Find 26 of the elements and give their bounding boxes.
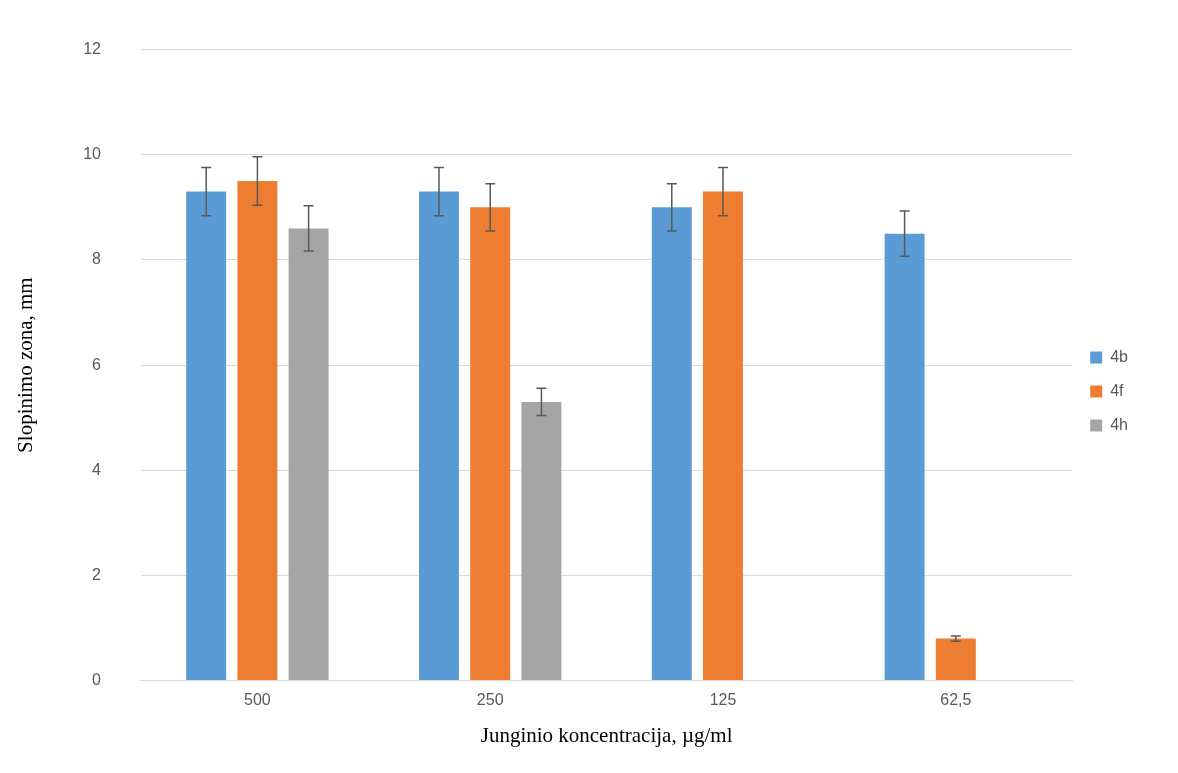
- x-tick-label: 500: [244, 690, 271, 708]
- y-tick-label: 10: [83, 145, 102, 163]
- y-tick-label: 4: [92, 460, 102, 478]
- legend-label: 4h: [1110, 415, 1128, 433]
- bar: [470, 207, 511, 681]
- y-tick-label: 12: [83, 40, 102, 58]
- x-axis-title: Junginio koncentracija, µg/ml: [480, 722, 733, 747]
- legend-label: 4b: [1110, 347, 1129, 365]
- y-tick-label: 8: [92, 250, 102, 268]
- y-tick-label: 6: [92, 355, 102, 373]
- x-tick-label: 62,5: [940, 690, 972, 708]
- legend-label: 4f: [1110, 381, 1125, 399]
- y-axis-title: Slopinimo zona, mm: [13, 277, 38, 453]
- bar: [521, 401, 562, 681]
- bar: [186, 191, 227, 681]
- bar: [935, 638, 976, 681]
- x-tick-label: 250: [476, 690, 504, 708]
- bar: [288, 228, 329, 681]
- bar: [419, 191, 459, 681]
- x-tick-label: 125: [709, 690, 737, 708]
- y-tick-label: 0: [92, 671, 102, 689]
- bar: [237, 181, 278, 681]
- bar: [703, 191, 743, 681]
- y-tick-label: 2: [92, 565, 102, 583]
- bar: [884, 233, 925, 681]
- bar: [651, 207, 692, 681]
